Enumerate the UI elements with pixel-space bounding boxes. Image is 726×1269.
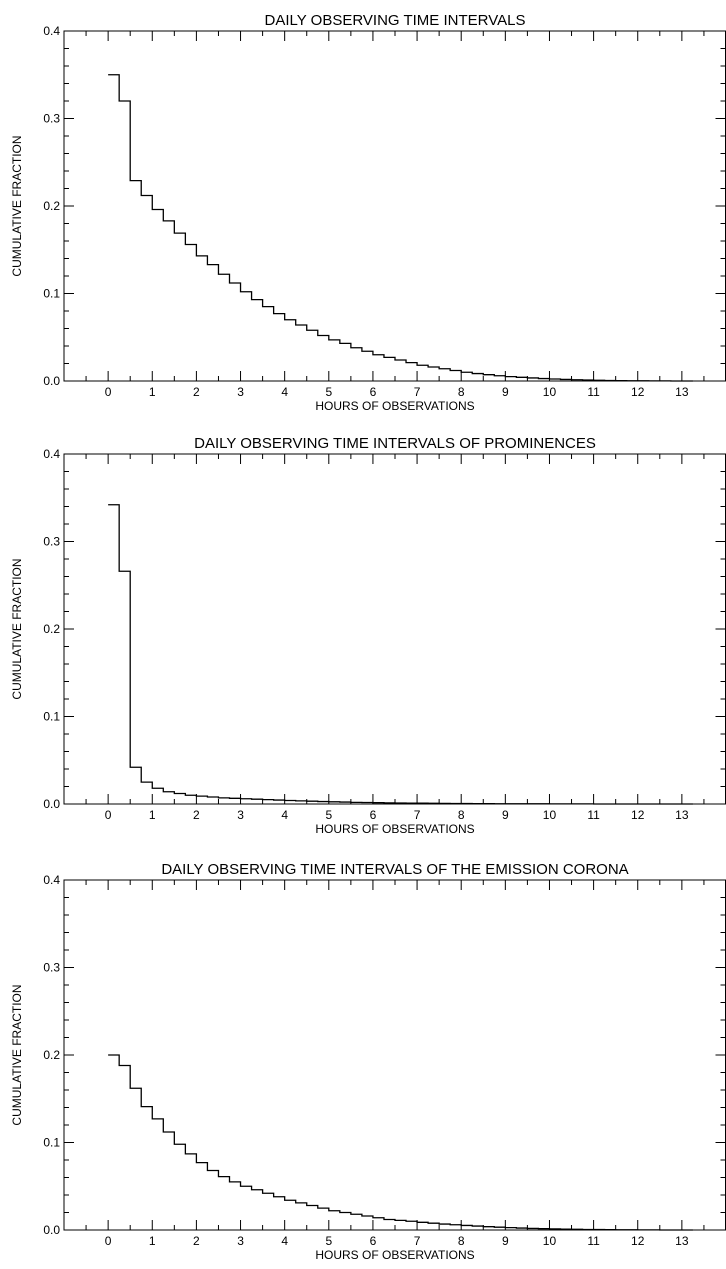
x-tick-label: 2	[193, 385, 200, 399]
x-axis-label: HOURS OF OBSERVATIONS	[315, 1248, 474, 1262]
y-axis-label: CUMULATIVE FRACTION	[10, 135, 24, 276]
plot-frame	[63, 879, 726, 1231]
x-tick-label: 7	[414, 808, 421, 822]
x-tick-label: 8	[458, 1234, 465, 1248]
series-step-line	[108, 1054, 693, 1231]
x-tick-label: 1	[149, 1234, 156, 1248]
series-step-line	[108, 504, 693, 805]
x-axis-label: HOURS OF OBSERVATIONS	[315, 399, 474, 413]
x-tick-label: 0	[105, 808, 112, 822]
x-tick-label: 11	[587, 808, 600, 822]
chart-panel-3: DAILY OBSERVING TIME INTERVALS OF THE EM…	[10, 861, 726, 1262]
x-tick-label: 10	[543, 1234, 557, 1248]
y-tick-label: 0.1	[43, 1136, 60, 1150]
x-tick-label: 8	[458, 385, 465, 399]
x-tick-label: 8	[458, 808, 465, 822]
x-tick-label: 2	[193, 1234, 200, 1248]
x-tick-label: 12	[631, 808, 645, 822]
x-axis-label: HOURS OF OBSERVATIONS	[315, 822, 474, 836]
x-tick-label: 9	[502, 1234, 509, 1248]
x-tick-label: 4	[281, 1234, 288, 1248]
x-tick-label: 12	[631, 385, 645, 399]
y-tick-label: 0.4	[43, 447, 60, 461]
x-tick-label: 1	[149, 808, 156, 822]
x-tick-label: 6	[370, 1234, 377, 1248]
plot-frame	[63, 30, 726, 382]
x-tick-label: 7	[414, 385, 421, 399]
x-tick-label: 1	[149, 385, 156, 399]
y-tick-label: 0.3	[43, 961, 60, 975]
y-tick-label: 0.0	[43, 797, 60, 811]
x-tick-label: 0	[105, 1234, 112, 1248]
x-tick-label: 4	[281, 808, 288, 822]
series-step-line	[108, 74, 693, 382]
y-axis-label: CUMULATIVE FRACTION	[10, 558, 24, 699]
x-tick-label: 6	[370, 808, 377, 822]
x-tick-label: 2	[193, 808, 200, 822]
y-tick-label: 0.1	[43, 287, 60, 301]
chart-title: DAILY OBSERVING TIME INTERVALS OF PROMIN…	[194, 435, 596, 452]
x-tick-label: 13	[675, 385, 689, 399]
x-tick-label: 11	[587, 385, 600, 399]
x-tick-label: 9	[502, 808, 509, 822]
y-tick-label: 0.3	[43, 535, 60, 549]
y-tick-label: 0.3	[43, 112, 60, 126]
x-tick-label: 3	[237, 808, 244, 822]
x-tick-label: 5	[325, 385, 332, 399]
x-tick-label: 3	[237, 1234, 244, 1248]
x-tick-label: 9	[502, 385, 509, 399]
x-tick-label: 0	[105, 385, 112, 399]
y-tick-label: 0.4	[43, 873, 60, 887]
x-tick-label: 5	[325, 1234, 332, 1248]
plot-frame	[63, 453, 726, 805]
y-tick-label: 0.1	[43, 710, 60, 724]
chart-title: DAILY OBSERVING TIME INTERVALS OF THE EM…	[161, 861, 628, 878]
y-axis-label: CUMULATIVE FRACTION	[10, 984, 24, 1125]
y-tick-label: 0.0	[43, 374, 60, 388]
x-tick-label: 10	[543, 808, 557, 822]
y-tick-label: 0.2	[43, 1048, 60, 1062]
y-tick-label: 0.2	[43, 199, 60, 213]
x-tick-label: 12	[631, 1234, 645, 1248]
x-tick-label: 3	[237, 385, 244, 399]
x-tick-label: 10	[543, 385, 557, 399]
chart-panel-2: DAILY OBSERVING TIME INTERVALS OF PROMIN…	[10, 435, 726, 836]
x-tick-label: 13	[675, 1234, 689, 1248]
x-tick-label: 13	[675, 808, 689, 822]
chart-title: DAILY OBSERVING TIME INTERVALS	[265, 12, 526, 29]
x-tick-label: 4	[281, 385, 288, 399]
y-tick-label: 0.0	[43, 1223, 60, 1237]
x-tick-label: 7	[414, 1234, 421, 1248]
y-tick-label: 0.4	[43, 24, 60, 38]
x-tick-label: 5	[325, 808, 332, 822]
x-tick-label: 6	[370, 385, 377, 399]
y-tick-label: 0.2	[43, 622, 60, 636]
x-tick-label: 11	[587, 1234, 600, 1248]
